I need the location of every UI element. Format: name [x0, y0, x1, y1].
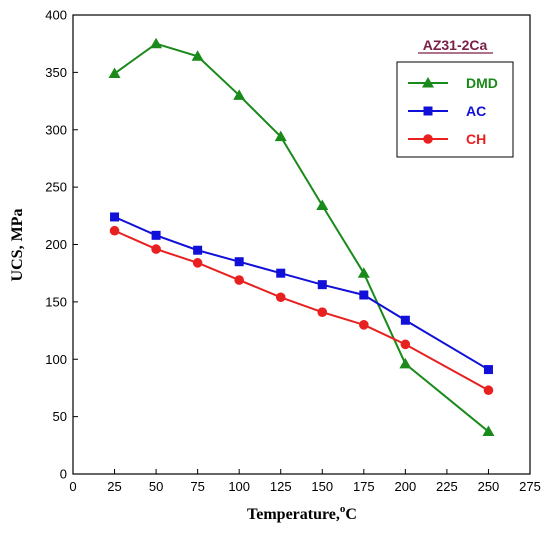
- legend-marker-ac: [423, 106, 433, 116]
- x-tick-label: 75: [190, 479, 204, 494]
- series-layer: [108, 37, 495, 437]
- x-axis-title-unit: C: [345, 506, 357, 523]
- data-point-dmd: [191, 50, 204, 61]
- data-point-dmd: [316, 199, 329, 210]
- data-point-dmd: [274, 130, 287, 142]
- x-tick-label: 0: [69, 479, 76, 494]
- data-point-ac: [110, 212, 120, 222]
- data-point-dmd: [357, 267, 370, 278]
- data-point-ac: [276, 268, 286, 278]
- y-tick-label: 350: [45, 65, 67, 80]
- legend-item-dmd: DMD: [408, 75, 498, 91]
- data-point-ch: [275, 292, 286, 303]
- data-point-ch: [317, 307, 328, 318]
- data-point-ch: [359, 320, 369, 330]
- chart-annotation: AZ31-2Ca: [423, 37, 488, 53]
- y-tick-label: 0: [60, 467, 67, 482]
- x-axis-title-sup: o: [340, 503, 346, 515]
- series-line-ch: [114, 229, 489, 392]
- x-tick-label: 200: [395, 479, 417, 494]
- y-axis-title: UCS, MPa: [9, 209, 26, 282]
- data-point-ch: [234, 275, 244, 285]
- data-point-ac: [151, 230, 161, 240]
- x-tick-label: 275: [519, 479, 541, 494]
- data-point-ac: [400, 315, 410, 325]
- y-tick-label: 50: [53, 409, 67, 424]
- legend-marker-dmd: [422, 77, 434, 88]
- legend: DMD AC CH: [396, 61, 514, 158]
- series-line-ac: [114, 216, 489, 371]
- x-axis-title-main: Temperature,: [247, 506, 340, 523]
- legend-item-ac: AC: [408, 103, 486, 119]
- data-point-dmd: [150, 37, 163, 49]
- legend-label-ac: AC: [466, 103, 486, 119]
- legend-label-ch: CH: [466, 131, 486, 147]
- y-tick-label: 150: [45, 294, 67, 309]
- series-ch: [109, 225, 494, 396]
- data-point-dmd: [233, 89, 246, 100]
- legend-item-ch: CH: [408, 131, 486, 147]
- data-point-ac: [234, 257, 244, 267]
- x-tick-label: 100: [228, 479, 250, 494]
- data-point-ch: [192, 258, 203, 268]
- data-point-ac: [193, 245, 203, 255]
- y-tick-label: 400: [45, 8, 67, 23]
- data-point-ch: [483, 385, 494, 396]
- x-tick-label: 125: [270, 479, 292, 494]
- data-point-ac: [359, 290, 369, 300]
- x-tick-label: 50: [149, 479, 163, 494]
- data-point-ch: [151, 244, 161, 254]
- legend-marker-ch: [423, 134, 433, 144]
- series-ac: [110, 212, 493, 375]
- y-tick-label: 300: [45, 122, 67, 137]
- series-dmd: [108, 37, 495, 437]
- data-point-ac: [483, 365, 493, 375]
- data-point-ch: [400, 339, 411, 350]
- legend-box: [396, 61, 514, 158]
- y-tick-label: 100: [45, 352, 67, 367]
- data-point-dmd: [482, 425, 495, 437]
- x-tick-label: 250: [478, 479, 500, 494]
- axes: 0 25 50 75 100 125 150 175 200 225 250 275 0 50 100 150…: [45, 8, 541, 495]
- data-point-ac: [317, 280, 327, 290]
- x-tick-label: 150: [311, 479, 333, 494]
- x-tick-label: 175: [353, 479, 375, 494]
- x-tick-label: 25: [107, 479, 121, 494]
- x-tick-label: 225: [436, 479, 458, 494]
- legend-label-dmd: DMD: [466, 75, 498, 91]
- x-axis-title: Temperature,oC: [247, 503, 357, 523]
- y-tick-label: 200: [45, 237, 67, 252]
- data-point-dmd: [108, 67, 121, 79]
- data-point-ch: [109, 225, 120, 236]
- data-point-dmd: [399, 357, 412, 369]
- y-tick-label: 250: [45, 180, 67, 195]
